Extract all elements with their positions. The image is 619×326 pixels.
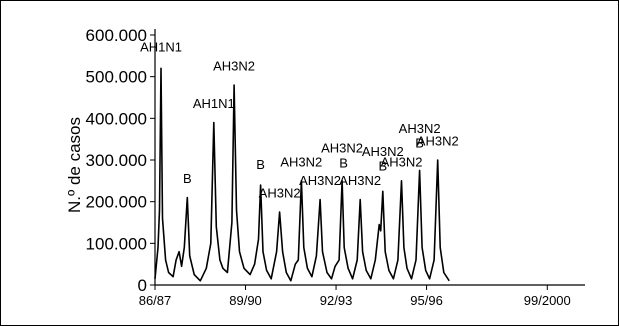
peak-annotation: AH3N2	[259, 186, 301, 201]
annotations: AH1N1BAH1N1AH3N2BAH3N2AH3N2AH3N2AH3N2BAH…	[140, 40, 459, 201]
peak-annotation: AH1N1	[193, 96, 235, 111]
y-axis-label: N.º de casos	[65, 117, 84, 213]
y-tick-label: 400.000	[86, 109, 147, 128]
y-tick-label: 300.000	[86, 151, 147, 170]
peak-annotation: B	[415, 136, 424, 151]
x-tick-label: 89/90	[229, 293, 262, 308]
y-tick-label: 500.000	[86, 68, 147, 87]
peak-annotation: B	[378, 158, 387, 173]
y-tick-label: 100.000	[86, 234, 147, 253]
x-tick-label: 99/2000	[524, 293, 571, 308]
plot-area	[154, 67, 450, 282]
x-tick-label: 86/87	[139, 293, 172, 308]
x-tick-label: 92/93	[320, 293, 353, 308]
peak-annotation: B	[339, 156, 348, 171]
y-tick-label: 200.000	[86, 193, 147, 212]
peak-annotation: AH3N2	[362, 144, 404, 159]
y-tick-label: 0	[138, 276, 147, 295]
series-line	[154, 67, 450, 282]
peak-annotation: AH3N2	[213, 58, 255, 73]
peak-annotation: B	[183, 171, 192, 186]
peak-annotation: AH3N2	[339, 173, 381, 188]
x-axis: 86/87 89/90 92/93 95/96 99/2000	[139, 284, 585, 308]
peak-annotation: AH3N2	[280, 154, 322, 169]
x-tick-label: 95/96	[410, 293, 443, 308]
peak-annotation: AH3N2	[321, 141, 363, 156]
peak-annotation: AH3N2	[299, 173, 341, 188]
y-axis: 0 100.000 200.000 300.000 400.000 500.000 600.…	[86, 26, 156, 295]
peak-annotation: AH3N2	[417, 133, 459, 148]
peak-annotation: B	[256, 157, 265, 172]
peak-annotation: AH3N2	[381, 154, 423, 169]
peak-annotation: AH3N2	[399, 121, 441, 136]
y-tick-label: 600.000	[86, 26, 147, 45]
peak-annotation: AH1N1	[140, 40, 182, 55]
